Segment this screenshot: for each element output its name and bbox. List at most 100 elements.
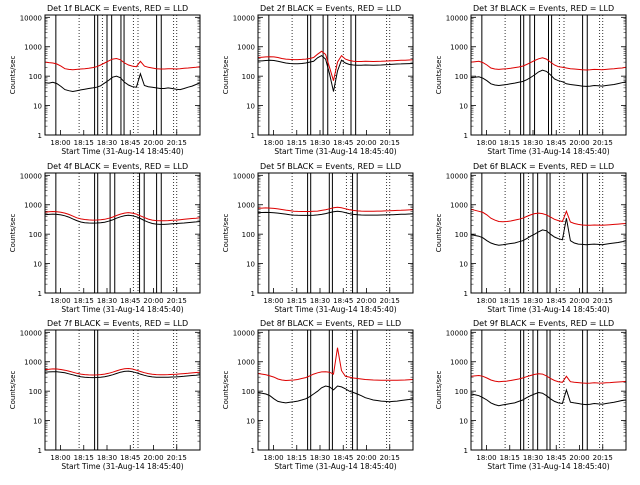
x-tick-label: 20:00 (143, 454, 163, 462)
y-tick-label: 10000 (233, 172, 255, 180)
x-tick-label: 20:15 (380, 297, 400, 305)
x-tick-label: 20:15 (593, 139, 613, 147)
x-axis-label: Start Time (31-Aug-14 18:45:40) (274, 147, 396, 156)
panel-title: Det 7f BLACK = Events, RED = LLD (47, 319, 188, 328)
y-tick-label: 100 (29, 231, 42, 239)
x-tick-label: 20:15 (167, 139, 187, 147)
series-line-lld (257, 50, 414, 81)
x-tick-label: 18:00 (50, 454, 70, 462)
y-tick-label: 100 (455, 231, 468, 239)
x-axis-label: Start Time (31-Aug-14 18:45:40) (274, 462, 396, 471)
x-tick-label: 18:15 (500, 297, 520, 305)
x-tick-label: 18:15 (74, 297, 94, 305)
y-tick-label: 10000 (446, 329, 468, 337)
x-tick-label: 18:00 (50, 297, 70, 305)
x-axis-label: Start Time (31-Aug-14 18:45:40) (274, 305, 396, 314)
x-tick-label: 18:30 (310, 297, 330, 305)
x-tick-label: 18:30 (310, 454, 330, 462)
x-tick-label: 18:30 (523, 454, 543, 462)
plot-frame (44, 329, 201, 451)
y-tick-label: 100 (455, 73, 468, 81)
y-tick-label: 1000 (24, 44, 42, 52)
y-tick-label: 10000 (233, 14, 255, 22)
x-tick-label: 20:00 (569, 297, 589, 305)
x-axis-label: Start Time (31-Aug-14 18:45:40) (61, 147, 183, 156)
y-tick-label: 10000 (446, 172, 468, 180)
y-tick-label: 1000 (24, 202, 42, 210)
y-axis-label: Counts/sec (222, 56, 230, 95)
panel-title: Det 3f BLACK = Events, RED = LLD (473, 4, 614, 13)
plot-frame (257, 172, 414, 294)
y-tick-label: 1000 (450, 359, 468, 367)
y-tick-label: 10 (33, 103, 42, 111)
x-axis-label: Start Time (31-Aug-14 18:45:40) (61, 462, 183, 471)
x-tick-label: 18:45 (120, 454, 140, 462)
y-axis-label: Counts/sec (435, 56, 443, 95)
x-tick-label: 18:45 (333, 139, 353, 147)
series-line-lld (257, 206, 414, 212)
x-tick-label: 20:00 (356, 139, 376, 147)
x-tick-label: 18:15 (74, 454, 94, 462)
y-tick-label: 1000 (237, 202, 255, 210)
x-tick-label: 18:45 (546, 297, 566, 305)
x-tick-label: 18:30 (97, 139, 117, 147)
panel-title: Det 4f BLACK = Events, RED = LLD (47, 162, 188, 171)
plot-frame (44, 14, 201, 136)
y-tick-label: 10000 (446, 14, 468, 22)
series-line-events (257, 385, 414, 404)
y-axis-label: Counts/sec (435, 214, 443, 253)
panel: Det 8f BLACK = Events, RED = LLD 1 10 100 10… (222, 319, 414, 471)
y-axis-label: Counts/sec (9, 56, 17, 95)
x-tick-label: 20:15 (167, 297, 187, 305)
x-tick-label: 18:45 (546, 454, 566, 462)
y-tick-label: 1 (464, 132, 468, 140)
series-line-events (44, 370, 201, 379)
x-tick-label: 18:30 (97, 297, 117, 305)
x-tick-label: 18:00 (476, 297, 496, 305)
y-tick-label: 1000 (237, 44, 255, 52)
x-tick-label: 18:00 (263, 139, 283, 147)
x-tick-label: 18:00 (263, 454, 283, 462)
y-tick-label: 10 (246, 261, 255, 269)
x-tick-label: 18:15 (287, 139, 307, 147)
x-tick-label: 18:15 (74, 139, 94, 147)
y-tick-label: 1 (251, 447, 255, 455)
x-tick-label: 20:00 (569, 139, 589, 147)
plot-frame (470, 329, 627, 451)
y-tick-label: 10000 (233, 329, 255, 337)
y-tick-label: 10000 (20, 14, 42, 22)
y-axis-label: Counts/sec (9, 371, 17, 410)
x-tick-label: 20:00 (143, 297, 163, 305)
x-tick-label: 18:00 (263, 297, 283, 305)
y-axis-label: Counts/sec (222, 214, 230, 253)
y-tick-label: 1 (464, 290, 468, 298)
series-line-events (470, 69, 627, 87)
y-tick-label: 100 (29, 388, 42, 396)
series-line-events (258, 54, 414, 92)
y-tick-label: 1000 (450, 202, 468, 210)
panel: Det 5f BLACK = Events, RED = LLD 1 10 100 10… (222, 162, 414, 314)
x-axis-label: Start Time (31-Aug-14 18:45:40) (487, 305, 609, 314)
y-tick-label: 10000 (20, 172, 42, 180)
y-tick-label: 100 (242, 388, 255, 396)
panel: Det 4f BLACK = Events, RED = LLD 1 10 100 10… (9, 162, 201, 314)
x-tick-label: 18:15 (500, 139, 520, 147)
x-tick-label: 20:15 (380, 454, 400, 462)
y-tick-label: 10 (459, 261, 468, 269)
series-line-events (257, 210, 414, 216)
series-line-lld (470, 208, 627, 226)
series-line-lld (44, 57, 201, 71)
y-tick-label: 1 (464, 447, 468, 455)
y-tick-label: 1 (251, 290, 255, 298)
y-tick-label: 1 (38, 447, 42, 455)
panel-title: Det 9f BLACK = Events, RED = LLD (473, 319, 614, 328)
plot-frame (257, 329, 414, 451)
y-axis-label: Counts/sec (9, 214, 17, 253)
panel-title: Det 5f BLACK = Events, RED = LLD (260, 162, 401, 171)
x-tick-label: 20:15 (167, 454, 187, 462)
plot-frame (257, 14, 414, 136)
panel: Det 9f BLACK = Events, RED = LLD 1 10 100 10… (435, 319, 627, 471)
x-tick-label: 18:30 (523, 297, 543, 305)
x-tick-label: 20:00 (356, 297, 376, 305)
